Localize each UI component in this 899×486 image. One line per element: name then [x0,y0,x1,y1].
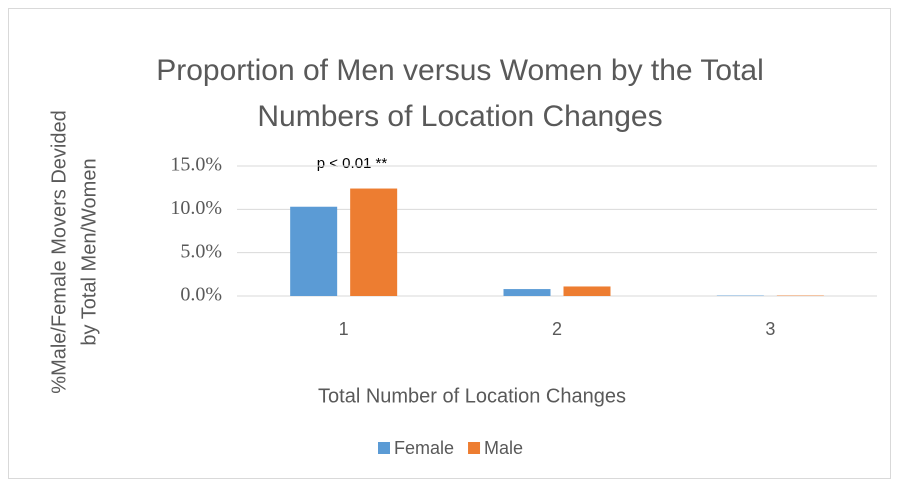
y-tick-label: 5.0% [180,240,222,262]
x-axis-label: Total Number of Location Changes [318,385,626,407]
chart-border [8,8,891,479]
y-axis-label: by Total Men/Women [78,158,100,345]
y-tick-label: 0.0% [180,284,222,306]
y-tick-label: 10.0% [170,197,222,219]
y-tick-label: 15.0% [170,154,222,176]
annotation: p < 0.01 ** [317,155,388,172]
legend-label: Male [484,438,523,458]
x-tick-label: 1 [339,319,349,339]
bar [563,286,611,296]
legend-label: Female [394,438,454,458]
x-tick-label: 3 [765,319,775,339]
chart-title: Proportion of Men versus Women by the To… [156,54,764,87]
bar [503,289,551,296]
y-axis-label: %Male/Female Movers Devided [48,110,70,393]
legend-swatch [378,442,390,454]
bar [350,188,398,296]
legend-swatch [468,442,481,454]
x-tick-label: 2 [552,319,562,339]
chart-title: Numbers of Location Changes [257,100,662,133]
bar [290,206,338,296]
